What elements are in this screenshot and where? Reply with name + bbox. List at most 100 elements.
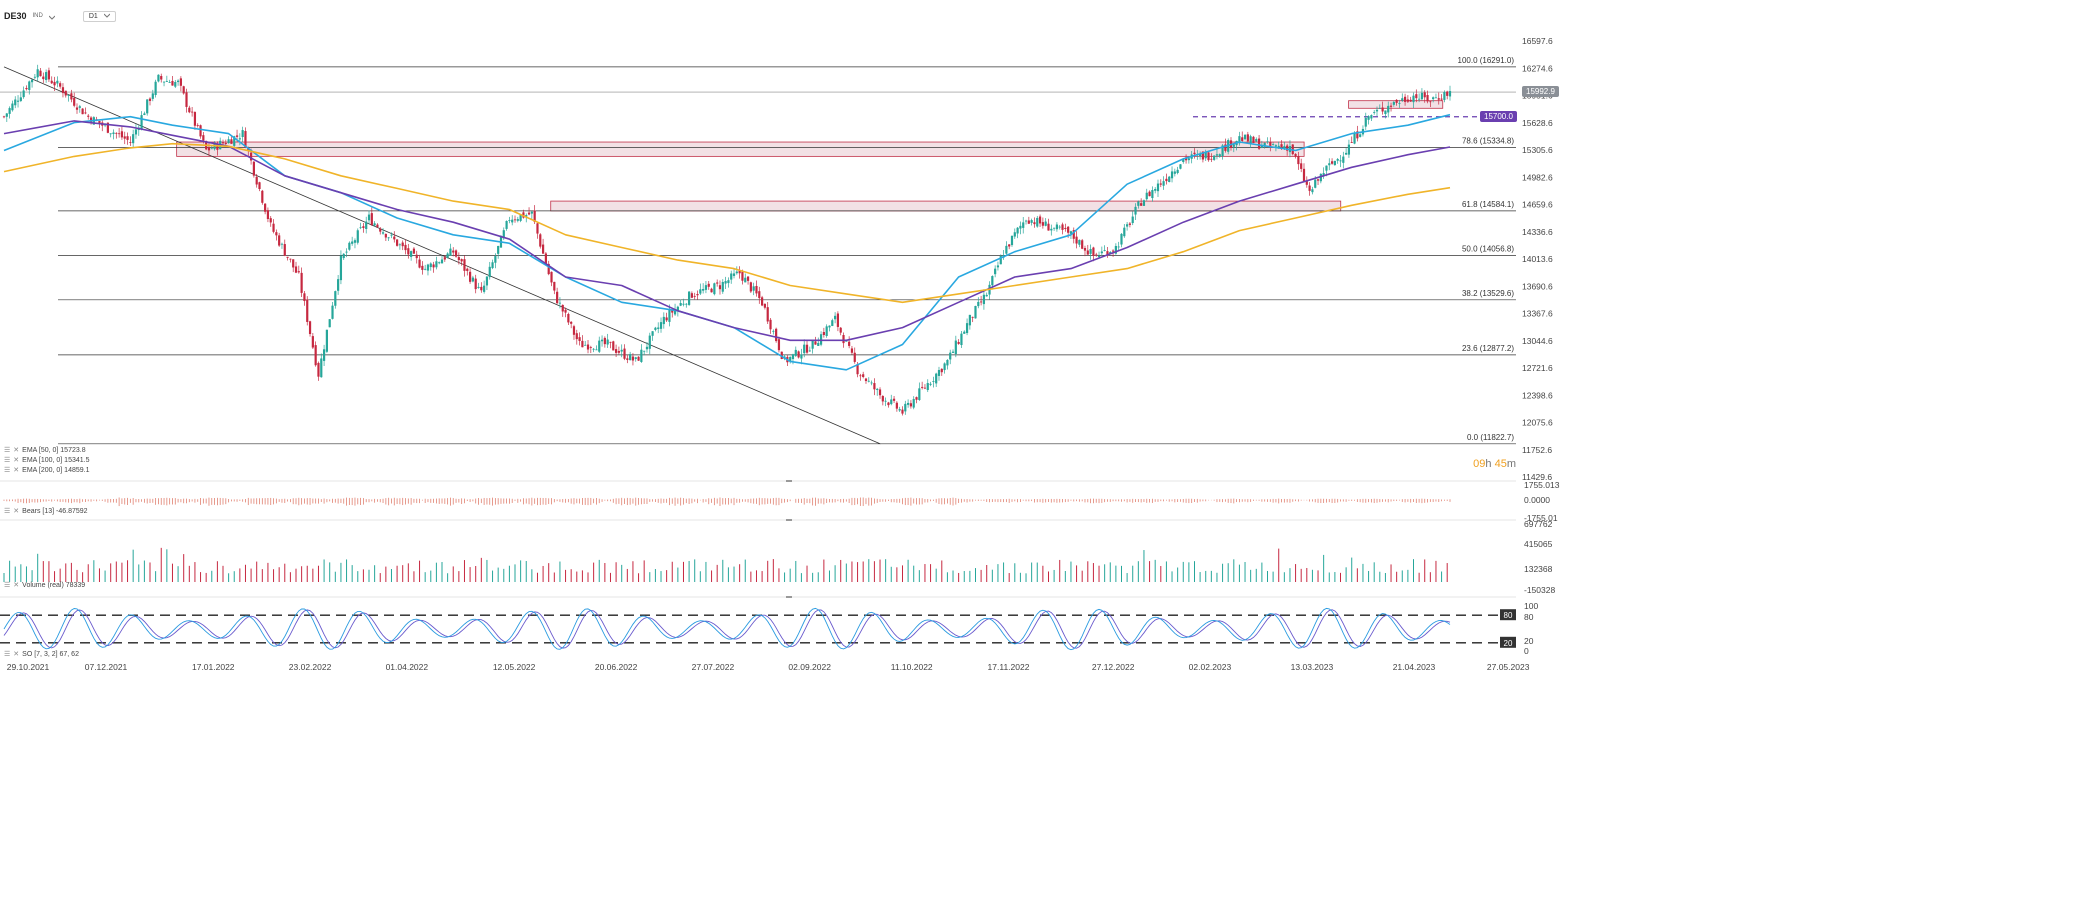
- x-axis-label: 02.02.2023: [1189, 662, 1232, 672]
- candle-body: [1286, 145, 1289, 151]
- candle-body: [578, 337, 581, 341]
- candle-body: [1277, 145, 1280, 148]
- price-axis-tick: 14336.6: [1522, 227, 1553, 237]
- candle-body: [690, 293, 694, 298]
- x-axis-label: 29.10.2021: [7, 662, 50, 672]
- legend-volume[interactable]: ☰ ✕ Volume (real) 78339: [4, 581, 86, 590]
- candle-body: [1297, 156, 1300, 165]
- so-level-badge: [1500, 609, 1516, 621]
- candle-body: [207, 147, 211, 151]
- settings-icon[interactable]: ☰: [4, 467, 11, 474]
- candle-body: [1154, 189, 1157, 191]
- legend-volume-text: Volume (real) 78339: [22, 581, 86, 589]
- candle-body: [1069, 231, 1073, 234]
- settings-icon[interactable]: ☰: [4, 582, 11, 589]
- candle-body: [867, 380, 870, 382]
- candle-body: [595, 349, 598, 351]
- chevron-down-icon[interactable]: [48, 13, 56, 20]
- candle-body: [878, 389, 882, 396]
- settings-icon[interactable]: ☰: [4, 508, 11, 515]
- candle-body: [1328, 163, 1331, 166]
- candle-body: [581, 340, 584, 348]
- candle-body: [154, 81, 157, 96]
- price-axis-tick: 12075.6: [1522, 418, 1553, 428]
- candle-body: [275, 232, 278, 236]
- candle-body: [547, 263, 550, 275]
- candle-body: [73, 97, 76, 106]
- candle-body: [157, 74, 160, 82]
- candle-body: [1140, 203, 1143, 206]
- close-icon[interactable]: ✕: [13, 447, 20, 454]
- candle-body: [968, 314, 971, 326]
- settings-icon[interactable]: ☰: [4, 651, 11, 658]
- timeframe-select[interactable]: D1: [82, 10, 116, 22]
- candle-body: [351, 241, 354, 244]
- candle-body: [258, 182, 261, 189]
- candle-body: [81, 108, 84, 115]
- candle-body: [1008, 244, 1011, 247]
- candle-body: [238, 138, 241, 140]
- candle-body: [311, 336, 314, 348]
- candle-body: [261, 190, 264, 203]
- volume-axis-tick: 132368: [1524, 564, 1553, 574]
- candle-body: [935, 373, 938, 384]
- candle-body: [1241, 137, 1244, 142]
- candle-body: [42, 76, 45, 80]
- candle-body: [539, 234, 542, 247]
- legend-ema100[interactable]: ☰ ✕ EMA [100, 0] 15341.5: [4, 456, 89, 465]
- legend-ema50[interactable]: ☰ ✕ EMA [50, 0] 15723.8: [4, 446, 86, 455]
- candle-body: [789, 356, 792, 362]
- candle-body: [28, 81, 31, 90]
- candle-body: [440, 259, 444, 264]
- close-icon[interactable]: ✕: [13, 582, 20, 589]
- candle-body: [921, 386, 924, 388]
- candle-body: [179, 78, 182, 86]
- price-axis-tick: 15628.6: [1522, 118, 1553, 128]
- candle-body: [575, 333, 578, 340]
- close-icon[interactable]: ✕: [13, 457, 20, 464]
- candle-body: [468, 271, 472, 282]
- price-axis-tick: 15305.6: [1522, 145, 1553, 155]
- close-icon[interactable]: ✕: [13, 651, 20, 658]
- candle-body: [1283, 146, 1286, 149]
- candle-body: [244, 131, 247, 148]
- legend-ema200[interactable]: ☰ ✕ EMA [200, 0] 14859.1: [4, 466, 89, 475]
- candle-body: [794, 349, 797, 356]
- symbol-label[interactable]: DE30: [4, 11, 27, 21]
- candle-body: [1272, 144, 1275, 145]
- candle-body: [643, 350, 646, 352]
- candle-body: [679, 303, 682, 306]
- legend-so[interactable]: ☰ ✕ SO [7, 3, 2] 67, 62: [4, 650, 79, 659]
- countdown-minutes: 45: [1494, 458, 1507, 470]
- chart-header: DE30 IND D1: [4, 8, 116, 24]
- close-icon[interactable]: ✕: [13, 467, 20, 474]
- candle-body: [775, 328, 778, 342]
- candle-body: [1047, 223, 1050, 231]
- x-axis-label: 23.02.2022: [289, 662, 332, 672]
- candle-body: [146, 99, 149, 114]
- candle-body: [898, 409, 901, 411]
- candle-body: [345, 251, 348, 253]
- settings-icon[interactable]: ☰: [4, 457, 11, 464]
- candle-body: [221, 142, 225, 144]
- pane-resize-handle: [786, 480, 792, 482]
- candle-body: [1204, 152, 1207, 159]
- chart-canvas[interactable]: 16597.616274.615951.615628.615305.614982…: [0, 0, 1568, 682]
- candle-body: [895, 402, 898, 409]
- close-icon[interactable]: ✕: [13, 508, 20, 515]
- candle-body: [716, 282, 719, 284]
- candle-body: [825, 326, 828, 336]
- price-axis-tick: 11752.6: [1522, 445, 1552, 455]
- candle-body: [1072, 230, 1075, 239]
- candle-body: [1353, 133, 1356, 144]
- legend-bears[interactable]: ☰ ✕ Bears [13] -46.87592: [4, 507, 88, 516]
- candle-body: [772, 330, 775, 332]
- candle-body: [1193, 152, 1196, 155]
- candle-body: [612, 341, 615, 351]
- countdown-hours: 09: [1473, 458, 1486, 470]
- candle-body: [398, 244, 401, 246]
- candle-body: [614, 349, 618, 353]
- settings-icon[interactable]: ☰: [4, 447, 11, 454]
- candle-body: [1381, 107, 1384, 112]
- candle-body: [1429, 101, 1432, 103]
